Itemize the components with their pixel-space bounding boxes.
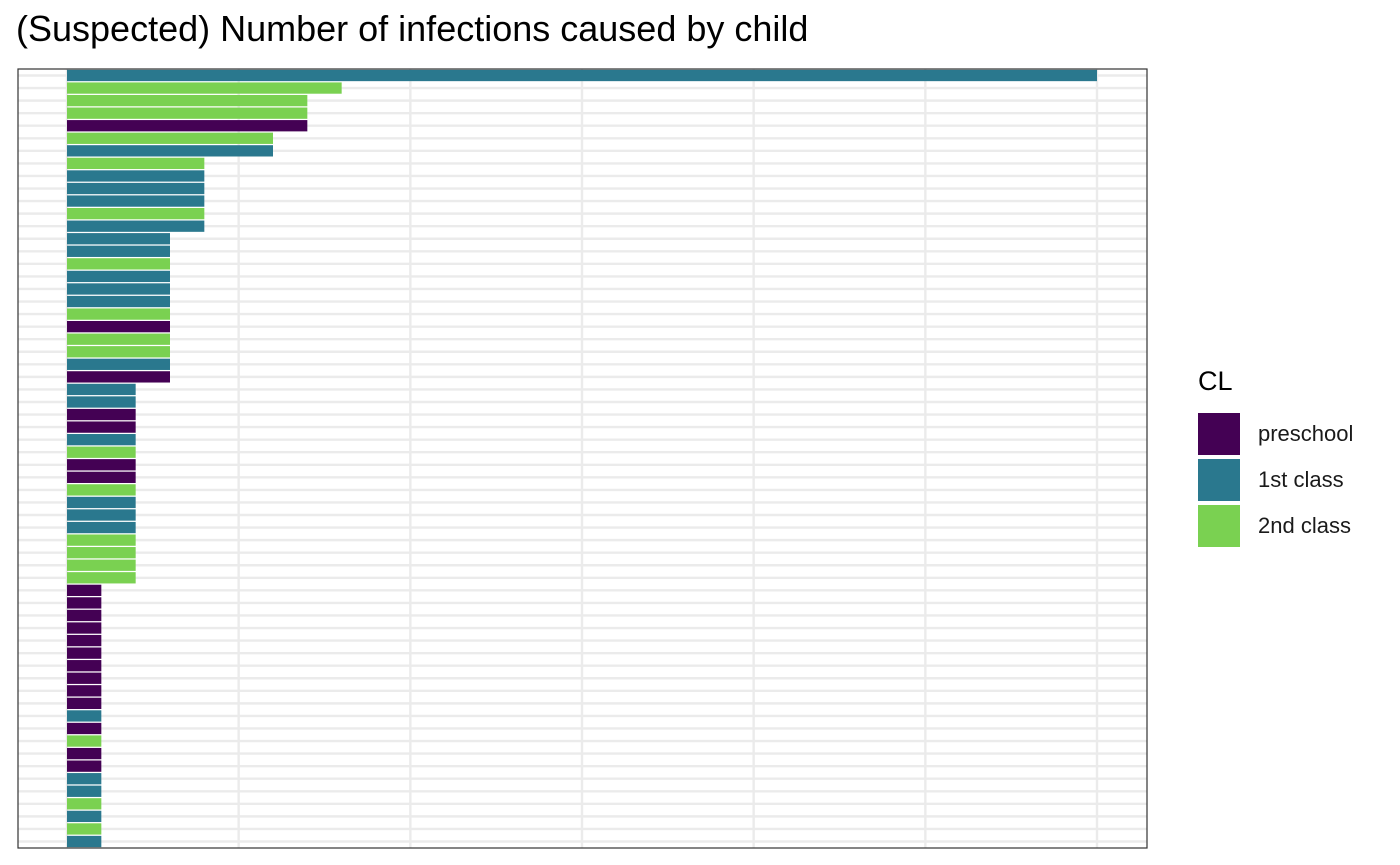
legend-key	[1198, 413, 1240, 455]
legend-label: 1st class	[1258, 467, 1344, 492]
bar	[67, 471, 136, 483]
bar	[67, 534, 136, 546]
bar	[67, 584, 102, 597]
bar	[67, 270, 170, 283]
bar	[67, 823, 102, 835]
bar	[67, 120, 308, 132]
bar	[67, 145, 273, 157]
bar	[67, 258, 170, 270]
bar	[67, 459, 136, 471]
bar	[67, 785, 102, 797]
bar	[67, 484, 136, 496]
bar	[67, 622, 102, 634]
bar	[67, 747, 102, 760]
bar	[67, 69, 1097, 82]
legend-item: 1st class	[1198, 457, 1353, 503]
bar	[67, 547, 136, 559]
bar	[67, 333, 170, 345]
bar	[67, 383, 136, 396]
bar	[67, 207, 205, 220]
bar	[67, 220, 205, 232]
bar	[67, 132, 273, 144]
bar	[67, 559, 136, 571]
chart-title: (Suspected) Number of infections caused …	[16, 8, 809, 49]
bar	[67, 697, 102, 710]
bar	[67, 496, 136, 509]
bar	[67, 396, 136, 408]
bar	[67, 672, 102, 684]
bar	[67, 170, 205, 182]
bar	[67, 408, 136, 421]
legend-item: 2nd class	[1198, 503, 1353, 549]
bar	[67, 685, 102, 697]
bar	[67, 521, 136, 534]
bar	[67, 660, 102, 672]
bar	[67, 283, 170, 295]
bar	[67, 82, 342, 94]
bar	[67, 722, 102, 735]
bar	[67, 320, 170, 333]
bar	[67, 94, 308, 107]
bar	[67, 572, 136, 584]
bar	[67, 346, 170, 358]
legend-label: 2nd class	[1258, 513, 1351, 538]
bar	[67, 157, 205, 170]
bar	[67, 835, 102, 848]
bar	[67, 233, 170, 245]
bar	[67, 308, 170, 320]
legend-label: preschool	[1258, 421, 1354, 446]
bar	[67, 647, 102, 659]
bar	[67, 773, 102, 785]
bar	[67, 371, 170, 383]
legend-key	[1198, 505, 1240, 547]
bar	[67, 634, 102, 647]
legend-key	[1198, 459, 1240, 501]
bar	[67, 358, 170, 370]
legend: CL preschool 1st class 2nd class	[1198, 366, 1353, 549]
bar	[67, 760, 102, 772]
bar	[67, 446, 136, 458]
bar	[67, 245, 170, 257]
bar	[67, 798, 102, 810]
bar	[67, 810, 102, 823]
bar	[67, 509, 136, 521]
bar	[67, 182, 205, 195]
bar	[67, 195, 205, 207]
panel-border	[17, 68, 1148, 849]
bar	[67, 609, 102, 622]
bar	[67, 735, 102, 747]
bar	[67, 597, 102, 609]
bar	[67, 421, 136, 433]
bars-layer	[67, 69, 1097, 848]
bar	[67, 107, 308, 119]
legend-item: preschool	[1198, 411, 1353, 457]
legend-items: preschool 1st class 2nd class	[1198, 411, 1353, 549]
bar	[67, 434, 136, 446]
bar	[67, 710, 102, 722]
legend-title: CL	[1198, 366, 1233, 396]
bar	[67, 295, 170, 308]
